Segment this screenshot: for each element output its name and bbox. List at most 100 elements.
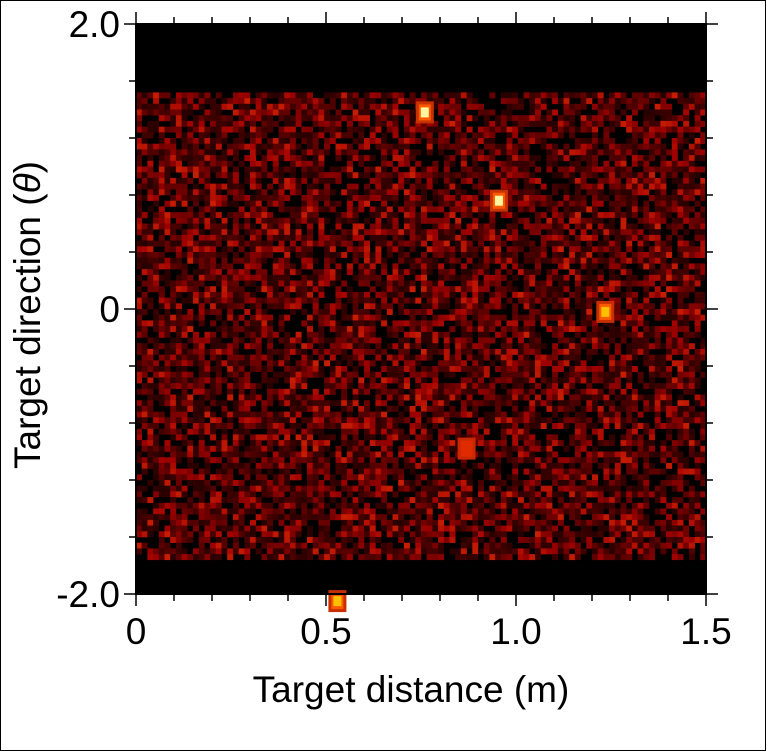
heat-cell — [592, 212, 598, 219]
heat-cell — [375, 423, 382, 429]
heat-cell — [649, 166, 655, 173]
heat-cell — [250, 138, 256, 144]
heat-cell — [688, 417, 695, 424]
heat-cell — [398, 428, 405, 435]
heat-cell — [552, 172, 559, 179]
heat-cell — [261, 195, 268, 201]
heat-cell — [529, 411, 536, 418]
heat-cell — [483, 303, 490, 310]
heat-cell — [278, 143, 285, 150]
heat-cell — [335, 451, 342, 458]
heat-cell — [580, 457, 587, 464]
heat-cell — [369, 263, 376, 270]
heat-cell — [455, 354, 462, 361]
heat-cell — [512, 303, 519, 310]
heat-cell — [193, 400, 199, 407]
heat-cell — [278, 400, 285, 407]
heat-cell — [153, 120, 160, 127]
heat-cell — [261, 331, 268, 338]
heat-cell — [700, 246, 707, 253]
heat-cell — [272, 160, 279, 167]
heat-cell — [164, 177, 171, 184]
heat-cell — [301, 445, 308, 452]
heat-cell — [449, 160, 456, 167]
heat-cell — [221, 440, 228, 447]
heat-cell — [204, 360, 211, 367]
heat-cell — [671, 360, 678, 367]
heat-cell — [574, 183, 581, 190]
heat-cell — [540, 303, 547, 310]
heat-cell — [392, 172, 399, 179]
heat-cell — [603, 343, 610, 350]
heat-cell — [574, 143, 581, 150]
heat-cell — [666, 274, 673, 281]
heat-cell — [586, 468, 593, 475]
heat-cell — [329, 189, 336, 196]
heat-cell — [432, 377, 439, 384]
heat-cell — [284, 394, 291, 401]
heat-cell — [478, 462, 484, 469]
heat-cell — [529, 366, 536, 372]
heat-cell — [369, 274, 376, 281]
heat-cell — [415, 297, 422, 304]
heat-cell — [295, 468, 302, 475]
heat-cell — [403, 160, 410, 167]
heat-cell — [694, 417, 701, 424]
heat-cell — [198, 445, 205, 452]
heat-cell — [666, 394, 673, 401]
heat-cell — [620, 98, 627, 105]
heat-cell — [153, 109, 160, 116]
heat-cell — [312, 183, 319, 190]
heat-cell — [170, 400, 177, 407]
heat-cell — [483, 394, 490, 401]
heat-cell — [563, 303, 570, 310]
heat-cell — [318, 348, 325, 355]
heat-cell — [136, 360, 142, 367]
heat-cell — [677, 115, 684, 122]
heat-cell — [609, 388, 616, 395]
heat-cell — [631, 394, 638, 401]
heat-cell — [626, 428, 633, 435]
heat-cell — [546, 440, 553, 447]
heat-cell — [170, 257, 177, 264]
heat-cell — [147, 280, 154, 287]
heat-cell — [227, 297, 234, 304]
heat-cell — [512, 217, 519, 224]
heat-cell — [569, 462, 576, 469]
heat-cell — [215, 474, 222, 481]
heat-cell — [284, 445, 291, 452]
heat-cell — [592, 337, 598, 344]
heat-cell — [301, 354, 308, 361]
heat-cell — [398, 92, 405, 99]
heat-cell — [210, 423, 217, 429]
heat-cell — [210, 115, 217, 122]
heat-cell — [569, 377, 576, 384]
heat-cell — [649, 177, 655, 184]
heat-cell — [295, 423, 302, 429]
heat-cell — [614, 189, 621, 196]
heat-cell — [483, 440, 490, 447]
heat-cell — [318, 223, 325, 230]
heat-cell — [574, 189, 581, 196]
heat-cell — [512, 257, 519, 264]
heat-cell — [210, 98, 217, 105]
heat-cell — [654, 269, 661, 276]
heat-cell — [141, 405, 148, 412]
heat-cell — [432, 451, 439, 458]
heat-cell — [643, 166, 650, 173]
heat-cell — [312, 274, 319, 281]
heat-cell — [409, 183, 416, 190]
heat-cell — [580, 166, 587, 173]
heat-cell — [677, 417, 684, 424]
heat-cell — [198, 269, 205, 276]
heat-cell — [592, 143, 598, 150]
heat-cell — [364, 263, 370, 270]
heat-cell — [392, 120, 399, 127]
heat-cell — [557, 286, 564, 293]
heat-cell — [460, 206, 467, 213]
heat-cell — [535, 246, 541, 253]
heat-cell — [295, 377, 302, 384]
heat-cell — [460, 326, 467, 333]
heat-cell — [267, 445, 274, 452]
heat-cell — [136, 286, 142, 293]
